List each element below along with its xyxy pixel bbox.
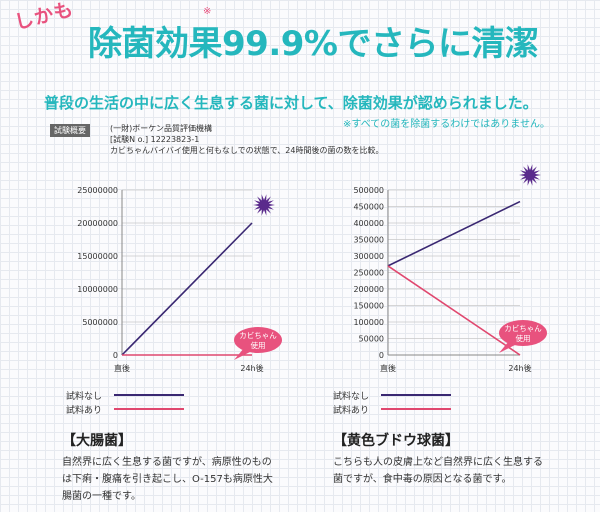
germ-burst-icon — [253, 194, 275, 216]
y-tick-label: 20000000 — [77, 219, 118, 228]
series-line-no-sample — [387, 200, 521, 267]
legend-label-no-sample: 試料なし — [333, 391, 370, 402]
section-description: こちらも人の皮膚上など自然界に広く生息する菌ですが、食中毒の原因となる菌です。 — [333, 457, 543, 485]
staph-plot: 0 50000 100000 150000 200000 250000 300000 3500… — [353, 164, 547, 373]
y-tick-label: 15000000 — [77, 252, 118, 261]
badge-tail — [234, 348, 252, 360]
legend-row-with-sample: 試料あり — [333, 402, 452, 416]
badge-text-line2: 使用 — [516, 333, 531, 343]
y-tick-label: 450000 — [353, 203, 384, 212]
x-tick-label: 直後 — [380, 363, 396, 373]
y-tick-label: 0 — [113, 351, 118, 360]
series-line-with-sample — [387, 265, 521, 356]
legend-row-no-sample: 試料なし — [66, 388, 185, 402]
y-tick-label: 500000 — [353, 186, 384, 195]
badge-bubble — [499, 320, 547, 346]
y-tick-label: 300000 — [353, 252, 384, 261]
badge-text-line2: 使用 — [251, 340, 266, 350]
section-title: 【黄色ブドウ球菌】 — [333, 433, 459, 449]
y-tick-label: 25000000 — [77, 186, 118, 195]
disclaimer-note: ※すべての菌を除菌するわけではありません。 — [343, 119, 550, 130]
ecoli-plot: 0 5000000 10000000 15000000 20000000 25000000… — [77, 186, 282, 373]
y-tick-label: 50000 — [359, 335, 384, 344]
test-line-method: カビちゃんバイバイ使用と何もなしでの状態で、24時間後の菌の数を比較。 — [110, 146, 384, 155]
legend-label-with-sample: 試料あり — [66, 405, 103, 416]
test-summary-label: 試験概要 — [50, 124, 90, 137]
x-tick-label: 直後 — [114, 363, 130, 373]
germ-burst-shape — [519, 164, 541, 186]
badge-tail — [499, 341, 517, 353]
legend-swatch-no-sample — [114, 394, 185, 396]
headline: 除菌効果99.9%でさらに清潔 — [88, 24, 539, 64]
badge-text-line1: カビちゃん — [239, 331, 277, 340]
ecoli-legend: 試料なし 試料あり — [66, 388, 185, 416]
y-tick-label: 150000 — [353, 302, 384, 311]
x-tick-label: 24h後 — [508, 363, 531, 373]
y-tick-label: 100000 — [353, 318, 384, 327]
germ-burst-icon — [519, 164, 541, 186]
legend-swatch-no-sample — [381, 394, 452, 396]
test-line-number: [試験N o.] 12223823-1 — [110, 135, 200, 144]
section-staph: 【黄色ブドウ球菌】 こちらも人の皮膚上など自然界に広く生息する菌ですが、食中毒の… — [333, 430, 548, 488]
y-tick-label: 250000 — [353, 269, 384, 278]
legend-row-with-sample: 試料あり — [66, 402, 185, 416]
y-tick-label: 10000000 — [77, 285, 118, 294]
section-description: 自然界に広く生息する菌ですが、病原性のものは下痢・腹痛を引き起こし、O-157も… — [62, 457, 273, 502]
staph-legend: 試料なし 試料あり — [333, 388, 452, 416]
test-line-org: (一財)ボーケン品質評価機構 — [110, 124, 213, 133]
y-tick-label: 200000 — [353, 285, 384, 294]
y-tick-label: 0 — [379, 351, 384, 360]
badge-bubble — [234, 327, 282, 353]
legend-row-no-sample: 試料なし — [333, 388, 452, 402]
test-summary-lines: (一財)ボーケン品質評価機構 [試験N o.] 12223823-1 カビちゃん… — [110, 123, 383, 156]
legend-swatch-with-sample — [114, 408, 185, 410]
legend-swatch-with-sample — [381, 408, 452, 410]
legend-label-with-sample: 試料あり — [333, 405, 370, 416]
legend-label-no-sample: 試料なし — [66, 391, 103, 402]
series-line-no-sample — [121, 222, 253, 356]
section-ecoli: 【大腸菌】 自然界に広く生息する菌ですが、病原性のものは下痢・腹痛を引き起こし、… — [62, 430, 277, 505]
subheadline: 普段の生活の中に広く生息する菌に対して、除菌効果が認められました。 — [44, 94, 538, 112]
y-tick-label: 5000000 — [82, 318, 118, 327]
x-tick-label: 24h後 — [240, 363, 263, 373]
germ-burst-shape — [253, 194, 275, 216]
y-tick-label: 350000 — [353, 236, 384, 245]
y-tick-label: 400000 — [353, 219, 384, 228]
badge-text-line1: カビちゃん — [504, 324, 542, 333]
section-title: 【大腸菌】 — [62, 433, 132, 449]
headline-note-mark: ※ — [203, 6, 212, 17]
